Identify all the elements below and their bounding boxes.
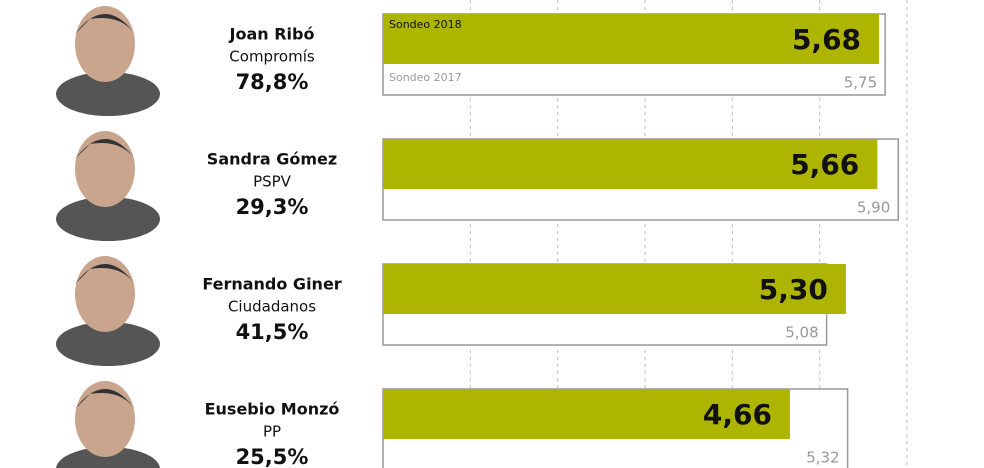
candidate-share: 25,5% <box>236 445 309 468</box>
photo-body <box>56 447 160 468</box>
candidate-name: Sandra Gómez <box>207 150 337 169</box>
candidate-party: PP <box>263 423 281 441</box>
candidate-share: 41,5% <box>236 320 309 344</box>
photo-head <box>75 381 135 457</box>
legend-2017: Sondeo 2017 <box>389 71 462 84</box>
bar-2018 <box>383 264 846 314</box>
value-label-2017: 5,08 <box>785 324 818 342</box>
candidate-name: Eusebio Monzó <box>205 400 340 419</box>
photo-hair <box>75 264 135 284</box>
value-label-2018: 4,66 <box>703 398 772 431</box>
photo-hair <box>75 139 135 159</box>
photo-hair <box>75 14 135 34</box>
photo-body <box>56 322 160 366</box>
value-label-2018: 5,68 <box>792 23 861 56</box>
candidate-photo <box>56 256 160 366</box>
photo-head <box>75 256 135 332</box>
bar-2018 <box>383 389 790 439</box>
value-label-2017: 5,90 <box>857 199 890 217</box>
photo-body <box>56 197 160 241</box>
candidate-party: Ciudadanos <box>228 298 316 316</box>
candidate-name: Joan Ribó <box>229 25 315 44</box>
value-label-2018: 5,66 <box>790 148 859 181</box>
candidate-photo <box>56 6 160 116</box>
candidate-party: PSPV <box>253 173 292 191</box>
photo-head <box>75 131 135 207</box>
bar-2018 <box>383 14 880 64</box>
candidate-share: 78,8% <box>236 70 309 94</box>
bar-2018 <box>383 139 878 189</box>
value-label-2018: 5,30 <box>759 273 828 306</box>
candidate-share: 29,3% <box>236 195 309 219</box>
value-label-2017: 5,75 <box>844 74 877 92</box>
candidate-party: Compromís <box>229 48 315 66</box>
photo-head <box>75 6 135 82</box>
photo-body <box>56 72 160 116</box>
value-label-2017: 5,32 <box>806 449 839 467</box>
candidate-photo <box>56 131 160 241</box>
photo-hair <box>75 389 135 409</box>
legend-2018: Sondeo 2018 <box>389 18 462 31</box>
candidate-photo <box>56 381 160 468</box>
candidate-name: Fernando Giner <box>202 275 341 294</box>
